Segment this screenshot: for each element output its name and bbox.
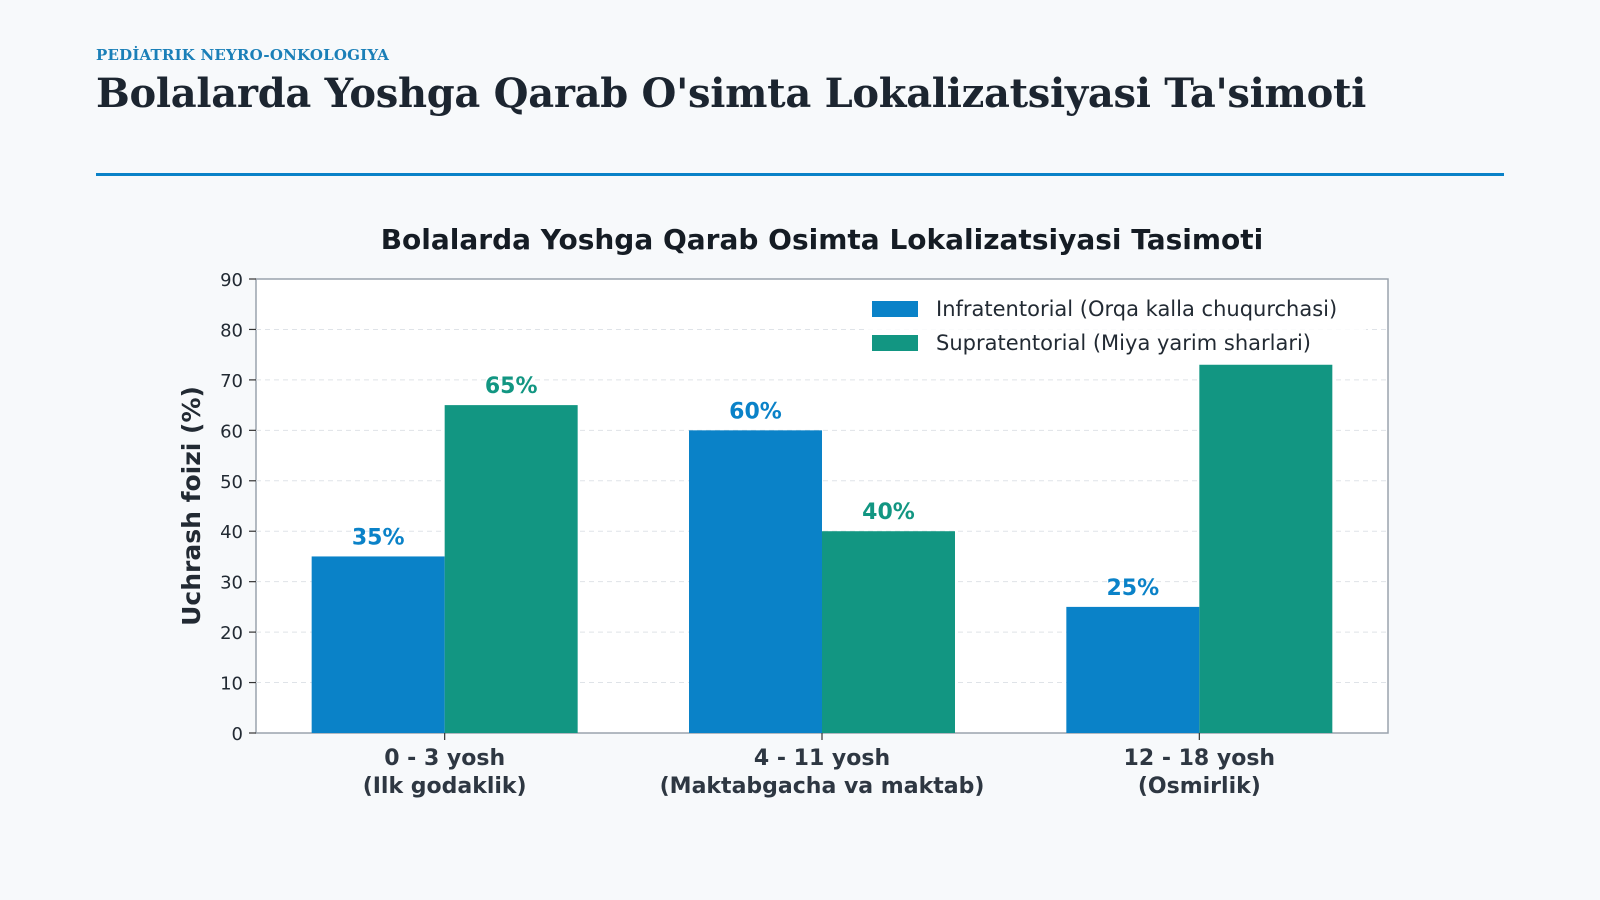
data-label: 40% (862, 500, 915, 525)
y-tick-label: 70 (220, 371, 243, 392)
data-label: 25% (1106, 576, 1159, 601)
y-tick-label: 20 (220, 623, 243, 644)
bar-infratentorial (1066, 606, 1200, 733)
bar-supratentorial (444, 405, 578, 733)
y-tick-label: 10 (220, 674, 243, 695)
data-label: 65% (485, 374, 538, 399)
x-tick-label: 12 - 18 yosh (1124, 746, 1276, 771)
y-tick-label: 80 (220, 320, 243, 341)
y-tick-label: 60 (220, 421, 243, 442)
y-tick-label: 0 (232, 724, 243, 745)
x-tick-label: (Osmirlik) (1138, 774, 1261, 799)
x-tick-label: (Maktabgacha va maktab) (660, 774, 985, 799)
x-tick-label: 0 - 3 yosh (384, 746, 505, 771)
data-label: 35% (352, 525, 405, 550)
bar-infratentorial (311, 556, 445, 733)
bar-supratentorial (1199, 364, 1333, 733)
page-title: Bolalarda Yoshga Qarab O'simta Lokalizat… (96, 70, 1367, 117)
section-eyebrow: PEDİATRIK NEYRO-ONKOLOGIYA (96, 46, 390, 64)
y-tick-label: 90 (220, 270, 243, 291)
bar-supratentorial (822, 531, 955, 733)
legend-label: Infratentorial (Orqa kalla chuqurchasi) (936, 297, 1337, 321)
y-tick-label: 30 (220, 573, 243, 594)
chart-title: Bolalarda Yoshga Qarab Osimta Lokalizats… (381, 223, 1264, 256)
page-header: PEDİATRIK NEYRO-ONKOLOGIYA Bolalarda Yos… (96, 46, 1504, 117)
bar-infratentorial (689, 430, 822, 733)
legend-swatch-supratentorial (872, 335, 918, 351)
bar-chart: Bolalarda Yoshga Qarab Osimta Lokalizats… (177, 223, 1389, 799)
data-label: 60% (729, 399, 782, 424)
y-tick-label: 40 (220, 522, 243, 543)
legend-box (864, 289, 1366, 363)
legend-label: Supratentorial (Miya yarim sharlari) (936, 331, 1311, 355)
legend-swatch-infratentorial (872, 301, 918, 317)
x-tick-label: (Ilk godaklik) (363, 774, 527, 799)
y-axis-title: Uchrash foizi (%) (177, 386, 206, 626)
header-divider (96, 173, 1504, 176)
x-tick-label: 4 - 11 yosh (754, 746, 890, 771)
chart-container: Bolalarda Yoshga Qarab Osimta Lokalizats… (96, 205, 1504, 855)
y-tick-label: 50 (220, 472, 243, 493)
